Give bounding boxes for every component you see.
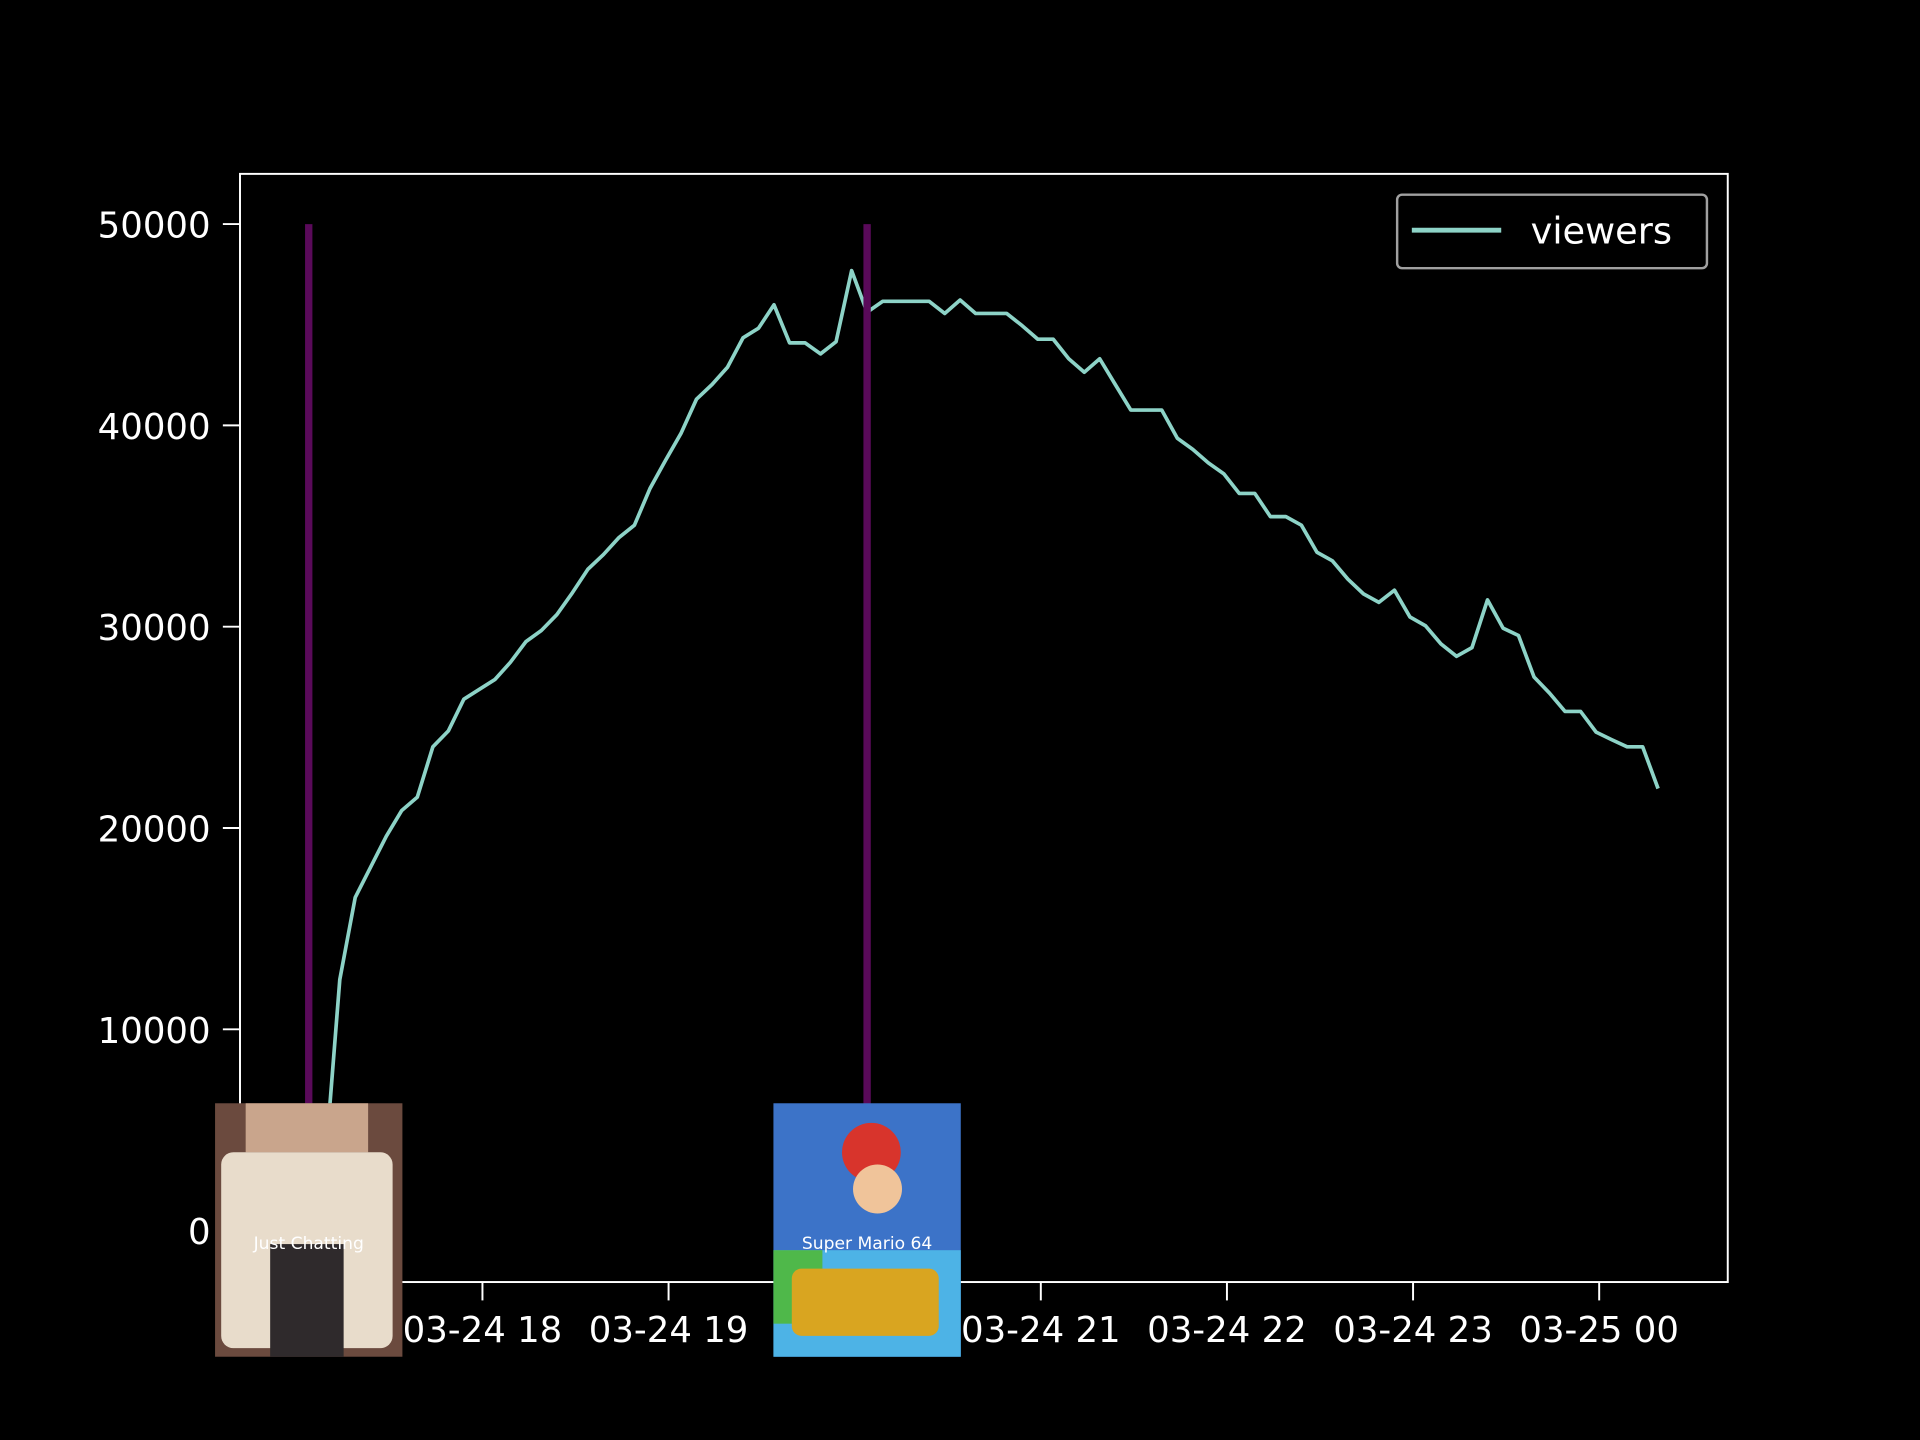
category-thumbnail: Super Mario 64: [773, 1103, 961, 1357]
plot-area: [322, 268, 1660, 1177]
axes-frame: [239, 172, 1729, 1284]
legend: viewers: [1395, 193, 1709, 270]
x-tick-label: 03-24 21: [961, 1310, 1121, 1351]
thumbnail-face: [245, 1103, 369, 1153]
legend-label: viewers: [1531, 210, 1672, 253]
category-label: Super Mario 64: [802, 1234, 932, 1254]
y-tick-label: 10000: [98, 1011, 211, 1052]
category-thumbnail: Just Chatting: [215, 1103, 403, 1357]
y-tick-label: 20000: [98, 809, 211, 850]
thumbnail-mario-face: [853, 1164, 903, 1214]
y-tick-label: 50000: [98, 206, 211, 247]
legend-box: [1395, 193, 1709, 270]
x-tick-label: 03-25 00: [1519, 1310, 1679, 1351]
y-tick-label: 30000: [98, 608, 211, 649]
y-axis: 0 10000 20000 30000 40000 50000: [98, 206, 240, 1253]
thumbnail-microphone: [270, 1244, 344, 1357]
category-label: Just Chatting: [253, 1234, 364, 1254]
x-tick-label: 03-24 22: [1147, 1310, 1307, 1351]
series-line-viewers: [322, 268, 1660, 1177]
x-tick-label: 03-24 18: [403, 1310, 563, 1351]
x-tick-label: 03-24 23: [1333, 1310, 1493, 1351]
category-thumbnails: Just Chatting Super Mario 64: [215, 1103, 961, 1357]
y-tick-label: 40000: [98, 407, 211, 448]
thumbnail-logo: [791, 1268, 939, 1336]
x-tick-label: 03-24 19: [589, 1310, 749, 1351]
category-markers: [305, 224, 871, 1231]
y-tick-label: 0: [188, 1212, 211, 1253]
